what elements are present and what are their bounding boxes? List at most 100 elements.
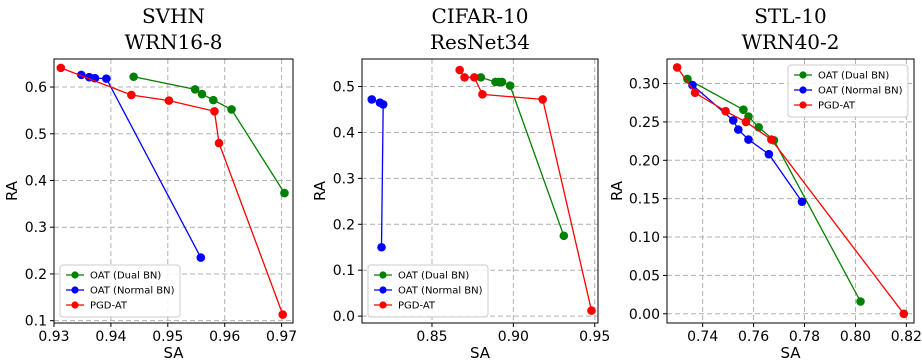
data-point [478, 90, 487, 99]
legend-label: OAT (Normal BN) [90, 286, 175, 297]
x-tick-label: 0.95 [152, 329, 183, 345]
data-point [538, 95, 547, 104]
x-tick-label: 0.76 [738, 329, 769, 345]
legend-label: OAT (Normal BN) [398, 286, 483, 297]
x-tick-label: 0.78 [789, 329, 820, 345]
data-point [856, 297, 865, 306]
data-point [559, 231, 569, 241]
data-point [377, 242, 386, 252]
x-tick-label: 0.82 [891, 329, 922, 345]
legend-label: OAT (Dual BN) [818, 71, 889, 82]
data-point [197, 89, 207, 99]
legend-marker [799, 101, 807, 109]
y-tick-label: 0.1 [25, 314, 47, 330]
x-tick-label: 0.97 [266, 329, 297, 345]
y-tick-label: 0.00 [629, 307, 660, 323]
series-line [60, 67, 284, 315]
legend-marker [71, 301, 79, 309]
legend-label: OAT (Dual BN) [90, 271, 161, 282]
legend-label: PGD-AT [818, 101, 856, 112]
series-line [371, 98, 384, 248]
data-point [127, 90, 136, 100]
x-tick-label: 0.85 [416, 329, 447, 345]
data-point [476, 73, 486, 82]
data-point [209, 95, 218, 105]
legend: OAT (Dual BN) OAT (Normal BN) PGD-AT [787, 64, 909, 118]
y-tick-label: 0.5 [333, 80, 355, 96]
plot-frame [53, 58, 294, 324]
data-point [497, 77, 507, 87]
data-point [728, 116, 738, 125]
data-point [56, 63, 66, 73]
data-point [672, 63, 682, 72]
y-tick-label: 0.1 [333, 263, 355, 279]
series-line [676, 67, 905, 315]
data-point [367, 95, 377, 104]
data-point [164, 96, 174, 105]
chart-title-line: CIFAR-10 [431, 4, 528, 28]
y-axis-label: RA [311, 180, 329, 201]
data-point [278, 310, 288, 319]
chart-title-line: SVHN [142, 4, 205, 28]
x-tick-label: 0.96 [209, 329, 240, 345]
chart-title-line: ResNet34 [430, 30, 530, 54]
chart-title-line: WRN40-2 [741, 30, 839, 54]
chart-title-line: STL-10 [754, 4, 827, 28]
data-point [587, 306, 596, 315]
data-point [455, 65, 464, 75]
legend-label: PGD-AT [90, 301, 128, 312]
y-axis-label: RA [608, 180, 626, 201]
data-point [227, 105, 236, 114]
y-axis-label: RA [3, 180, 21, 201]
legend-marker [379, 271, 387, 279]
y-tick-label: 0.2 [333, 217, 355, 233]
x-tick-label: 0.95 [579, 329, 610, 345]
y-tick-label: 0.20 [629, 153, 660, 169]
data-point [744, 135, 753, 144]
y-tick-label: 0.3 [333, 171, 355, 187]
legend-box [787, 64, 909, 118]
series-line [133, 76, 286, 194]
data-point [741, 117, 751, 127]
legend-marker [71, 286, 79, 294]
data-point [690, 88, 700, 98]
legend-marker [71, 271, 79, 279]
data-point [505, 81, 515, 90]
x-tick-label: 0.93 [38, 329, 69, 345]
data-point [767, 135, 776, 144]
series-line [480, 76, 565, 237]
legend-label: OAT (Dual BN) [398, 271, 469, 282]
y-tick-label: 0.2 [25, 267, 47, 283]
x-tick-label: 0.80 [840, 329, 871, 345]
x-axis-label: SA [780, 344, 801, 362]
data-point [683, 74, 692, 84]
legend-marker [799, 71, 807, 79]
y-tick-label: 0.05 [629, 268, 660, 284]
y-tick-label: 0.15 [629, 192, 660, 208]
data-point [460, 73, 469, 82]
legend-box [59, 264, 181, 318]
data-point [721, 106, 730, 116]
y-tick-label: 0.30 [629, 77, 660, 93]
data-point [280, 188, 289, 198]
data-point [733, 125, 743, 134]
y-tick-label: 0.6 [25, 80, 47, 96]
y-tick-label: 0.5 [25, 127, 47, 143]
legend-label: PGD-AT [398, 301, 436, 312]
series-line [81, 74, 202, 258]
y-tick-label: 0.10 [629, 230, 660, 246]
data-point [764, 149, 774, 159]
data-point [190, 85, 200, 94]
data-point [797, 197, 807, 207]
chart-title-line: WRN16-8 [124, 30, 222, 54]
y-tick-label: 0.25 [629, 115, 660, 131]
data-point [210, 107, 219, 116]
y-tick-label: 0.4 [333, 125, 355, 141]
data-point [470, 73, 479, 82]
legend-box [367, 264, 489, 318]
data-point [214, 138, 224, 148]
